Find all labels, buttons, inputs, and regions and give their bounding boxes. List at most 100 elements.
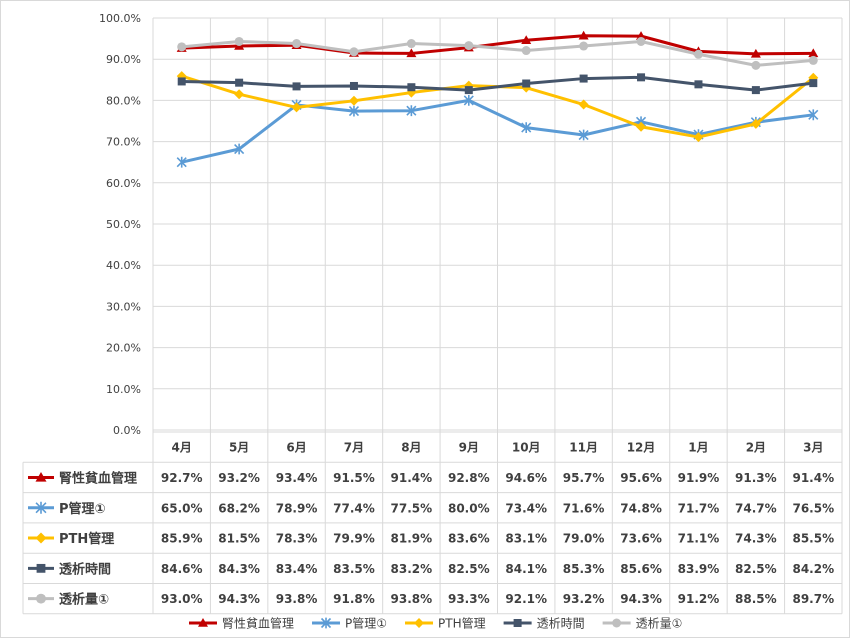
data-point xyxy=(579,41,589,51)
legend-label: PTH管理 xyxy=(438,616,486,631)
y-tick-label: 0.0% xyxy=(113,424,141,437)
series-name: 透析時間 xyxy=(59,561,111,577)
data-label: 88.5% xyxy=(735,592,777,606)
data-label: 82.5% xyxy=(735,562,777,576)
data-point xyxy=(406,39,416,49)
series xyxy=(177,73,818,95)
data-label: 91.8% xyxy=(333,592,375,606)
data-label: 81.9% xyxy=(391,532,433,546)
category-label: 4月 xyxy=(172,441,192,455)
data-point xyxy=(521,122,532,133)
table-row: P管理① 65.0% 68.2% 78.9% 77.4% 77.5% 80.0% 73.4% 7… xyxy=(28,501,834,517)
data-label: 94.3% xyxy=(620,592,662,606)
category-label: 6月 xyxy=(286,441,306,455)
data-point xyxy=(693,132,704,143)
data-point xyxy=(578,99,589,110)
data-point xyxy=(751,60,761,70)
data-label: 94.3% xyxy=(218,592,260,606)
data-point xyxy=(750,48,761,58)
data-label: 81.5% xyxy=(218,532,260,546)
data-point xyxy=(349,81,358,90)
series-line xyxy=(181,39,814,67)
data-label: 94.6% xyxy=(505,471,547,485)
data-label: 76.5% xyxy=(792,501,834,515)
y-tick-label: 90.0% xyxy=(106,53,141,66)
series-name: PTH管理 xyxy=(59,531,114,547)
series-name: 腎性貧血管理 xyxy=(59,470,137,486)
data-label: 84.1% xyxy=(505,562,547,576)
data-label: 73.4% xyxy=(505,501,547,515)
data-label: 93.0% xyxy=(161,592,203,606)
legend-marker xyxy=(320,617,332,629)
legend-item: PTH管理 xyxy=(405,616,486,631)
data-label: 83.2% xyxy=(391,562,433,576)
data-label: 84.2% xyxy=(792,562,834,576)
data-label: 83.9% xyxy=(678,562,720,576)
data-label: 93.2% xyxy=(563,592,605,606)
category-label: 8月 xyxy=(401,441,421,455)
legend-label: 腎性貧血管理 xyxy=(222,616,294,631)
legend-key-marker xyxy=(35,471,47,482)
data-label: 84.3% xyxy=(218,562,260,576)
legend-item: 腎性貧血管理 xyxy=(189,616,294,631)
data-point xyxy=(176,156,187,168)
data-label: 93.8% xyxy=(391,592,433,606)
data-label: 83.4% xyxy=(276,562,318,576)
legend-key-marker xyxy=(35,501,47,514)
data-label: 91.2% xyxy=(678,592,720,606)
data-label: 83.6% xyxy=(448,532,490,546)
legend-item: 透析時間 xyxy=(503,617,585,631)
data-point xyxy=(177,77,186,86)
data-point xyxy=(348,105,360,117)
data-point xyxy=(464,41,474,51)
data-point xyxy=(177,42,187,52)
data-point xyxy=(521,46,531,56)
legend-label: 透析量① xyxy=(636,617,683,631)
table-row: PTH管理 85.9% 81.5% 78.3% 79.9% 81.9% 83.6% 83.1%… xyxy=(28,531,834,547)
legend-key-marker xyxy=(36,593,46,604)
data-label: 95.7% xyxy=(563,471,605,485)
data-point xyxy=(636,31,647,40)
data-point xyxy=(579,74,588,83)
data-label: 85.5% xyxy=(792,532,834,546)
category-label: 1月 xyxy=(688,441,708,455)
series-line xyxy=(181,75,814,92)
y-tick-label: 50.0% xyxy=(106,218,141,231)
data-label: 79.9% xyxy=(333,532,375,546)
data-label: 74.7% xyxy=(735,501,777,515)
legend-marker xyxy=(513,619,522,627)
legend-marker xyxy=(612,618,622,628)
category-label: 12月 xyxy=(627,441,656,455)
legend-marker xyxy=(414,618,425,628)
data-table xyxy=(22,18,843,615)
data-point xyxy=(693,49,703,59)
data-label: 93.4% xyxy=(276,471,318,485)
data-point xyxy=(694,80,703,89)
data-point xyxy=(406,48,417,58)
data-point xyxy=(292,39,302,49)
series xyxy=(177,36,818,70)
series-name: 透析量① xyxy=(59,592,109,608)
data-label: 73.6% xyxy=(620,532,662,546)
data-point xyxy=(234,143,245,155)
y-tick-label: 10.0% xyxy=(106,383,141,396)
legend-label: P管理① xyxy=(345,616,387,631)
data-label: 77.4% xyxy=(333,501,375,515)
data-point xyxy=(751,86,760,95)
data-label: 80.0% xyxy=(448,501,490,515)
category-label: 9月 xyxy=(459,441,479,455)
data-point xyxy=(291,102,302,113)
data-label: 74.8% xyxy=(620,501,662,515)
data-label: 85.3% xyxy=(563,562,605,576)
data-label: 68.2% xyxy=(218,501,260,515)
series-lines xyxy=(176,30,819,168)
data-label: 91.5% xyxy=(333,471,375,485)
data-label: 77.5% xyxy=(391,501,433,515)
legend-item: 透析量① xyxy=(602,617,683,631)
data-label: 71.7% xyxy=(678,501,720,515)
data-point xyxy=(636,121,647,132)
y-tick-label: 40.0% xyxy=(106,259,141,272)
data-point xyxy=(808,55,818,65)
